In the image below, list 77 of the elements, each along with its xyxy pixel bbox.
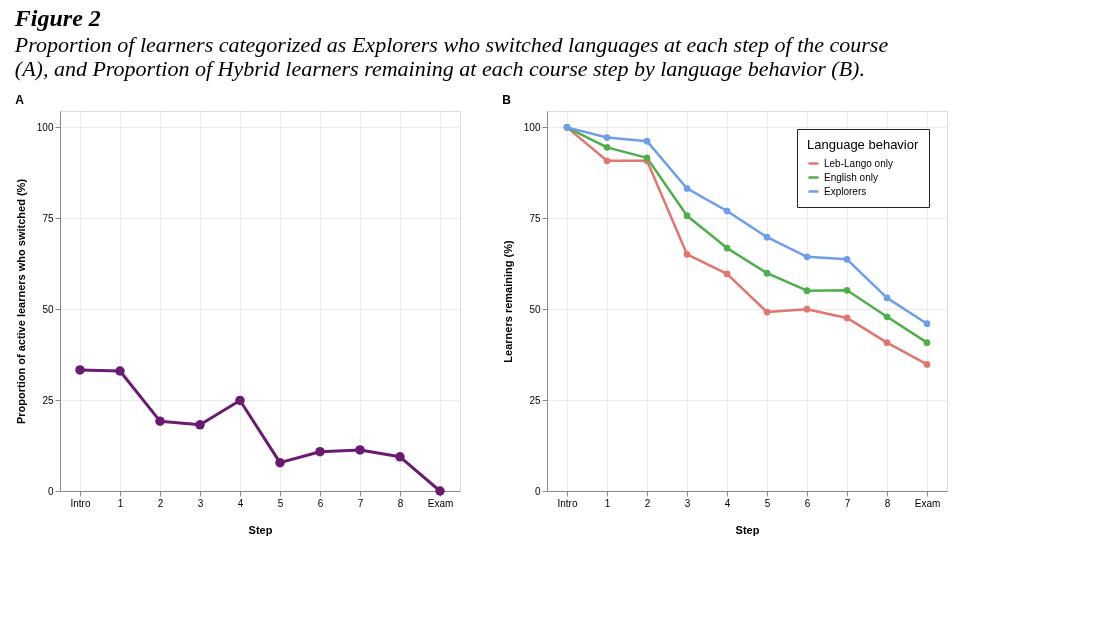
point — [803, 305, 811, 313]
y-tick-label: 75 — [529, 212, 541, 224]
point — [803, 253, 811, 261]
point — [803, 287, 811, 294]
x-tick-label: 7 — [844, 497, 851, 509]
x-tick-label: Exam — [914, 497, 941, 509]
point — [275, 457, 285, 468]
point — [195, 420, 205, 430]
point — [603, 134, 611, 141]
y-tick-label: 0 — [534, 485, 541, 497]
x-tick-label: 6 — [804, 497, 811, 509]
caption: Figure 2 — [13, 4, 101, 31]
x-axis-title: Step — [248, 523, 273, 536]
point — [435, 486, 445, 496]
x-tick-label: 5 — [764, 497, 771, 509]
x-tick-label: Intro — [557, 497, 578, 509]
x-tick-label: 4 — [724, 497, 731, 509]
point — [883, 339, 891, 346]
x-tick-label: 3 — [197, 497, 204, 509]
point — [843, 286, 851, 294]
point — [683, 212, 691, 220]
y-tick-label: 75 — [42, 212, 54, 224]
y-tick-label: 25 — [42, 394, 54, 406]
point — [763, 308, 771, 316]
y-axis-title: Learners remaining (%) — [501, 240, 514, 363]
legend-label: Explorers — [824, 185, 867, 197]
point — [603, 144, 611, 151]
legend-title: Language behavior — [807, 137, 919, 152]
point — [683, 250, 691, 258]
point — [155, 416, 165, 426]
x-tick-label: 5 — [277, 497, 284, 509]
chart-title: A — [15, 93, 25, 107]
x-tick-label: 3 — [684, 497, 691, 509]
x-tick-label: 2 — [157, 497, 164, 509]
point — [75, 365, 85, 375]
x-tick-label: Exam — [427, 497, 454, 509]
point — [723, 207, 731, 215]
point — [603, 157, 611, 165]
x-tick-label: 4 — [237, 497, 244, 509]
chart-title: B — [502, 93, 512, 107]
point — [723, 270, 731, 278]
point — [355, 445, 365, 455]
point — [763, 269, 771, 277]
legend-label: Leb-Lango only — [824, 157, 893, 169]
x-tick-label: 8 — [397, 497, 404, 509]
x-tick-label: 2 — [644, 497, 651, 509]
x-tick-label: 6 — [317, 497, 324, 509]
point — [643, 137, 651, 145]
point — [883, 313, 891, 321]
point — [723, 244, 731, 252]
x-tick-label: Intro — [70, 497, 91, 509]
y-axis-title: Proportion of active learners who switched (%) — [14, 178, 27, 425]
x-tick-label: 1 — [604, 497, 611, 509]
y-tick-label: 0 — [47, 485, 54, 497]
text: Proportion of learners categorized as Explorers who switched languages at each step of the course (A), and Proportion of Hybrid learners remaining at each course step by language behavior (B). — [13, 31, 889, 81]
y-tick-label: 50 — [529, 303, 541, 315]
y-tick-label: 100 — [36, 121, 54, 133]
legend-label: English only — [824, 171, 878, 183]
y-tick-label: 25 — [529, 394, 541, 406]
x-tick-label: 7 — [357, 497, 364, 509]
x-tick-label: 1 — [117, 497, 124, 509]
point — [923, 320, 931, 328]
point — [315, 446, 325, 457]
x-tick-label: 8 — [884, 497, 891, 509]
y-tick-label: 50 — [42, 303, 54, 315]
point — [683, 185, 691, 192]
point — [883, 294, 891, 302]
point — [763, 233, 771, 241]
point — [395, 452, 405, 462]
point — [843, 256, 851, 263]
point — [923, 361, 931, 368]
point — [115, 366, 125, 376]
point — [235, 395, 245, 406]
point — [843, 314, 851, 322]
y-tick-label: 100 — [523, 121, 541, 133]
x-axis-title: Step — [735, 523, 760, 536]
point — [923, 339, 931, 346]
